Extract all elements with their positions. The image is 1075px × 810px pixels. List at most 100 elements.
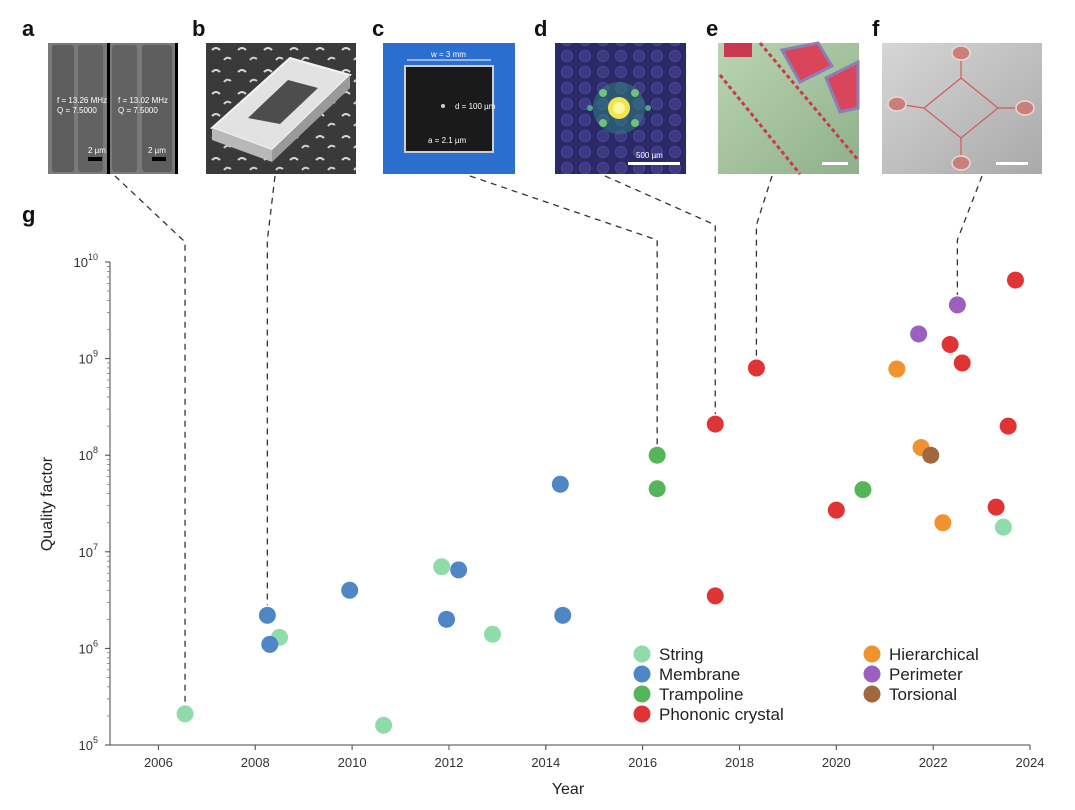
data-point-trampoline bbox=[854, 481, 872, 499]
y-tick-exponent: 6 bbox=[93, 638, 98, 648]
data-point-string bbox=[994, 518, 1012, 536]
leader-line-c bbox=[469, 175, 658, 446]
inset-b-image bbox=[206, 43, 356, 174]
data-point-phononic-crystal bbox=[941, 335, 959, 353]
legend-label-hierarchical: Hierarchical bbox=[889, 645, 979, 664]
data-point-perimeter bbox=[948, 296, 966, 314]
y-tick-label: 107 bbox=[79, 542, 98, 560]
data-point-phononic-crystal bbox=[987, 498, 1005, 516]
legend-label-torsional: Torsional bbox=[889, 685, 957, 704]
x-axis-title: Year bbox=[552, 781, 585, 798]
data-point-phononic-crystal bbox=[706, 415, 724, 433]
leader-line-a bbox=[114, 175, 186, 704]
panel-letter-b: b bbox=[192, 16, 205, 41]
plot-axes bbox=[109, 262, 1030, 746]
panel-letter-f: f bbox=[872, 16, 880, 41]
x-tick-label: 2020 bbox=[822, 755, 851, 770]
leader-line-e bbox=[755, 175, 773, 358]
y-tick-label: 105 bbox=[79, 735, 98, 753]
y-tick-exponent: 8 bbox=[93, 445, 98, 455]
x-ticks: 2006 2008 2010 2012 2014 2016 2018 2020 2022 2024 bbox=[144, 745, 1045, 770]
data-point-hierarchical bbox=[888, 360, 906, 378]
y-tick-base: 10 bbox=[79, 545, 93, 560]
inset-d-image: 500 µm bbox=[555, 43, 686, 174]
y-tick-exponent: 7 bbox=[93, 542, 98, 552]
y-tick-base: 10 bbox=[74, 255, 88, 270]
data-point-string bbox=[176, 705, 194, 723]
leader-line-f bbox=[956, 175, 983, 295]
legend-label-trampoline: Trampoline bbox=[659, 685, 743, 704]
y-tick-label: 106 bbox=[79, 638, 98, 656]
data-point-membrane bbox=[554, 606, 572, 624]
data-point-string bbox=[433, 558, 451, 576]
inset-a-scale-right: 2 µm bbox=[148, 146, 166, 155]
panel-letter-g: g bbox=[22, 202, 35, 227]
legend-marker-membrane bbox=[633, 665, 651, 683]
legend-marker-phononic-crystal bbox=[633, 705, 651, 723]
leader-line-d bbox=[604, 175, 716, 415]
inset-a-left-q: Q = 7.5000 bbox=[57, 106, 97, 115]
panel-letter-e: e bbox=[706, 16, 718, 41]
y-tick-label: 109 bbox=[79, 349, 98, 367]
leader-lines bbox=[114, 175, 983, 704]
legend-marker-perimeter bbox=[863, 665, 881, 683]
y-tick-exponent: 10 bbox=[88, 252, 98, 262]
data-point-hierarchical bbox=[934, 514, 952, 532]
x-tick-label: 2012 bbox=[434, 755, 463, 770]
legend-marker-hierarchical bbox=[863, 645, 881, 663]
data-point-phononic-crystal bbox=[999, 417, 1017, 435]
y-tick-base: 10 bbox=[79, 352, 93, 367]
inset-c-a-label: a = 2.1 µm bbox=[428, 136, 467, 145]
data-point-phononic-crystal bbox=[827, 501, 845, 519]
inset-e-image bbox=[718, 41, 860, 175]
x-tick-label: 2018 bbox=[725, 755, 754, 770]
data-point-membrane bbox=[438, 610, 456, 628]
y-tick-base: 10 bbox=[79, 448, 93, 463]
inset-a-image: f = 13.26 MHz Q = 7.5000 f = 13.02 MHz Q… bbox=[48, 43, 178, 174]
legend-marker-torsional bbox=[863, 685, 881, 703]
leader-line-b bbox=[266, 175, 276, 606]
data-point-phononic-crystal bbox=[706, 587, 724, 605]
legend-label-perimeter: Perimeter bbox=[889, 665, 963, 684]
inset-c-image: w = 3 mm d = 100 µm a = 2.1 µm bbox=[383, 43, 515, 174]
x-tick-label: 2010 bbox=[338, 755, 367, 770]
data-point-trampoline bbox=[648, 480, 666, 498]
x-tick-label: 2006 bbox=[144, 755, 173, 770]
data-point-membrane bbox=[341, 581, 359, 599]
data-point-membrane bbox=[450, 561, 468, 579]
x-tick-label: 2016 bbox=[628, 755, 657, 770]
legend-marker-string bbox=[633, 645, 651, 663]
data-point-membrane bbox=[258, 606, 276, 624]
y-tick-exponent: 9 bbox=[93, 349, 98, 359]
x-tick-label: 2014 bbox=[531, 755, 560, 770]
x-tick-label: 2024 bbox=[1016, 755, 1045, 770]
x-tick-label: 2022 bbox=[919, 755, 948, 770]
inset-c-d-label: d = 100 µm bbox=[455, 102, 496, 111]
y-tick-label: 108 bbox=[79, 445, 98, 463]
y-tick-label: 1010 bbox=[74, 252, 98, 270]
data-point-membrane bbox=[551, 475, 569, 493]
inset-f-image bbox=[882, 43, 1042, 174]
legend-label-phononic-crystal: Phononic crystal bbox=[659, 705, 784, 724]
data-point-string bbox=[484, 625, 502, 643]
data-point-string bbox=[375, 716, 393, 734]
data-points bbox=[176, 271, 1024, 734]
inset-a-left-freq: f = 13.26 MHz bbox=[57, 96, 107, 105]
y-tick-base: 10 bbox=[79, 641, 93, 656]
inset-a-right-freq: f = 13.02 MHz bbox=[118, 96, 168, 105]
inset-d-scale: 500 µm bbox=[636, 151, 663, 160]
data-point-perimeter bbox=[910, 325, 928, 343]
panel-letter-d: d bbox=[534, 16, 547, 41]
inset-a-right-q: Q = 7.5000 bbox=[118, 106, 158, 115]
legend-label-string: String bbox=[659, 645, 703, 664]
data-point-phononic-crystal bbox=[953, 354, 971, 372]
y-tick-exponent: 5 bbox=[93, 735, 98, 745]
legend-marker-trampoline bbox=[633, 685, 651, 703]
legend-label-membrane: Membrane bbox=[659, 665, 740, 684]
data-point-torsional bbox=[922, 446, 940, 464]
data-point-membrane bbox=[261, 635, 279, 653]
data-point-trampoline bbox=[648, 446, 666, 464]
